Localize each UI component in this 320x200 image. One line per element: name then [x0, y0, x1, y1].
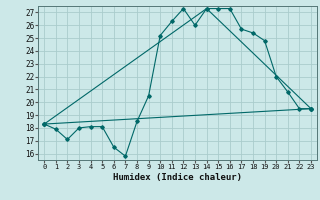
- X-axis label: Humidex (Indice chaleur): Humidex (Indice chaleur): [113, 173, 242, 182]
